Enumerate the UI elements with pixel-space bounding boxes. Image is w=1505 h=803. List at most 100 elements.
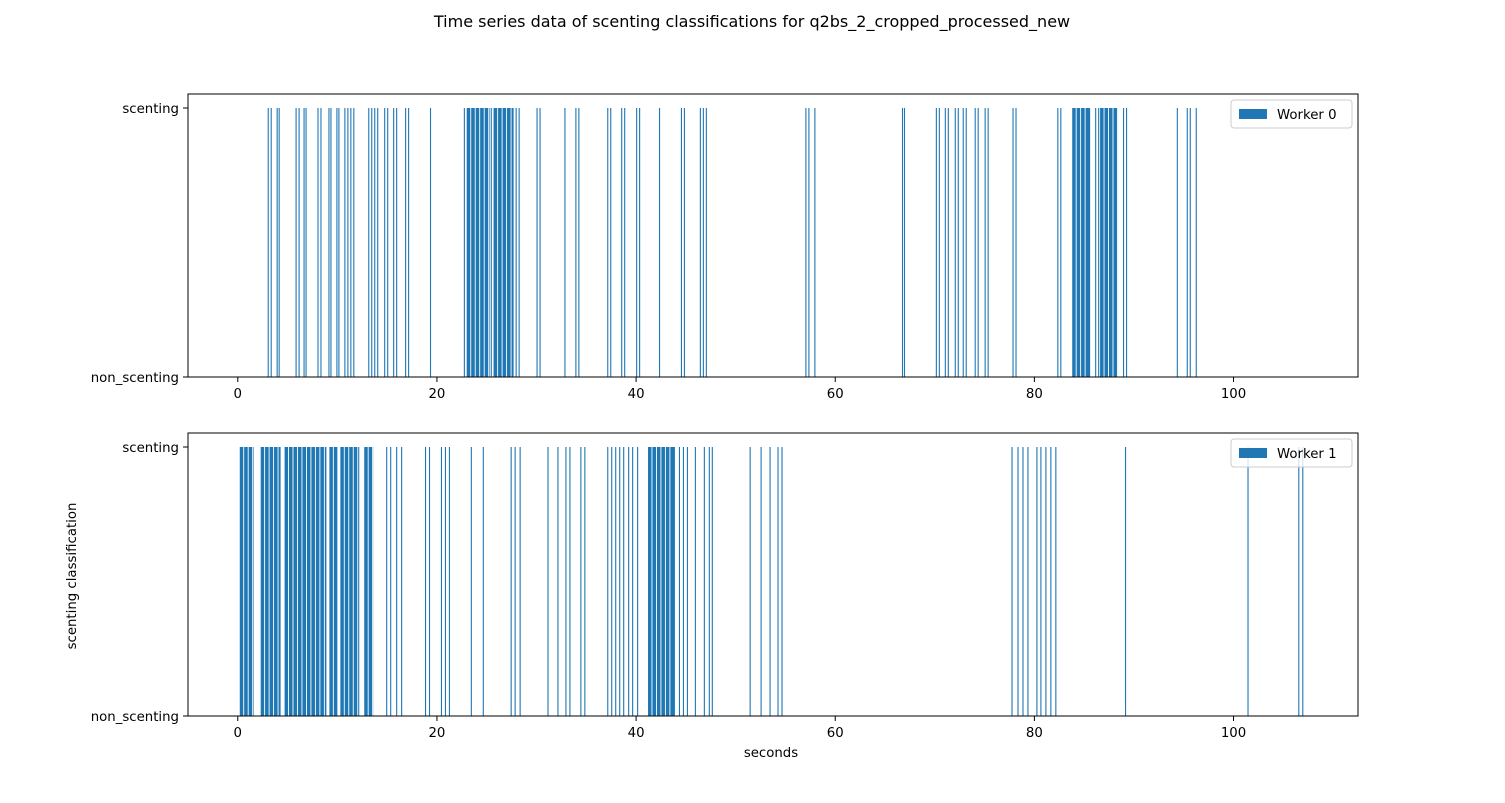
scenting-bar <box>1060 108 1062 377</box>
scenting-bar <box>539 108 541 377</box>
scenting-bar <box>814 108 816 377</box>
bar-gap <box>664 447 666 716</box>
scenting-bar-run <box>364 447 374 716</box>
y-tick-label: scenting <box>122 102 179 117</box>
scenting-bar <box>1017 447 1019 716</box>
scenting-bar <box>1027 447 1029 716</box>
x-tick-label: 20 <box>428 726 445 741</box>
scenting-bar <box>624 108 626 377</box>
scenting-bar <box>708 447 710 716</box>
scenting-bar <box>678 447 680 716</box>
scenting-bar <box>386 447 388 716</box>
x-tick-label: 60 <box>827 726 844 741</box>
scenting-bar <box>769 447 771 716</box>
scenting-bar <box>482 447 484 716</box>
scenting-bar <box>396 447 398 716</box>
legend-entry: Worker 0 <box>1277 108 1337 123</box>
scenting-bar <box>1186 108 1188 377</box>
bar-gap <box>343 447 345 716</box>
legend-box <box>1230 99 1353 129</box>
scenting-bar <box>984 108 986 377</box>
scenting-bar <box>699 108 701 377</box>
scenting-bar <box>658 108 661 377</box>
scenting-bar <box>901 108 904 377</box>
x-tick-label: 80 <box>1026 387 1043 402</box>
bar-gap <box>352 447 354 716</box>
figure-title: Time series data of scenting classificat… <box>433 12 1070 32</box>
scenting-bar <box>368 108 370 377</box>
scenting-bar <box>944 108 946 377</box>
scenting-bar <box>575 108 577 377</box>
x-tick-label: 80 <box>1026 726 1043 741</box>
bar-gap <box>1108 108 1109 377</box>
scenting-bar <box>305 108 307 377</box>
scenting-bar <box>935 108 937 377</box>
scenting-bar <box>777 447 779 716</box>
scenting-bar <box>405 108 407 377</box>
x-tick-label: 40 <box>628 726 645 741</box>
scenting-bar <box>267 108 269 377</box>
bar-gap <box>268 447 270 716</box>
legend-swatch <box>1239 448 1267 458</box>
bar-gap <box>301 447 303 716</box>
y-tick-label: non_scenting <box>91 371 179 386</box>
scenting-bar <box>1176 108 1178 377</box>
scenting-bar <box>536 108 538 377</box>
scenting-bar-run <box>340 447 360 716</box>
scenting-bar <box>957 108 959 377</box>
scenting-bar <box>295 108 297 377</box>
x-tick-label: 100 <box>1221 387 1246 402</box>
scenting-bar <box>680 108 682 377</box>
scenting-bar-run <box>648 447 675 716</box>
scenting-bar <box>440 447 443 716</box>
scenting-bar <box>276 108 278 377</box>
x-tick-label: 0 <box>234 726 242 741</box>
scenting-bar <box>390 447 392 716</box>
scenting-bar <box>330 108 332 377</box>
bar-gap <box>506 108 508 377</box>
scenting-bar <box>564 108 566 377</box>
scenting-bar <box>408 108 410 377</box>
y-axis-label: scenting classification <box>65 503 80 650</box>
bar-gap <box>474 108 476 377</box>
worker-1-legend: Worker 1 <box>1230 438 1353 468</box>
scenting-bar <box>557 447 559 716</box>
scenting-bar <box>396 108 398 377</box>
scenting-bar <box>424 447 427 716</box>
worker-1-panel: 0 20 40 60 80 100 non_scenting scenting Worker 1 <box>91 432 1359 741</box>
bar-gap <box>247 447 249 716</box>
scenting-bar <box>703 447 705 716</box>
scenting-bar <box>623 447 625 716</box>
scenting-bar-run <box>493 108 514 377</box>
scenting-bar <box>705 108 707 377</box>
scenting-bar <box>965 108 967 377</box>
scenting-bar <box>632 447 634 716</box>
scenting-bar <box>749 447 751 716</box>
scenting-bar <box>270 108 272 377</box>
scenting-bar <box>611 447 613 716</box>
bar-gap <box>323 447 325 716</box>
bar-gap <box>310 447 312 716</box>
scenting-bar <box>317 108 319 377</box>
legend-entry: Worker 1 <box>1277 447 1337 462</box>
bar-gap <box>483 108 485 377</box>
y-tick-label: scenting <box>122 441 179 456</box>
scenting-bar <box>947 108 949 377</box>
scenting-bar <box>1098 108 1100 377</box>
scenting-bar <box>903 108 906 377</box>
scenting-bar <box>1125 447 1127 716</box>
scenting-bar <box>1022 447 1024 716</box>
scenting-bar <box>808 108 810 377</box>
scenting-bar <box>1040 447 1042 716</box>
bar-gap <box>470 108 472 377</box>
scenting-bar <box>711 447 713 716</box>
bar-gap <box>252 447 254 716</box>
scenting-bar <box>977 108 979 377</box>
scenting-bar <box>1012 108 1014 377</box>
x-tick-label: 20 <box>428 387 445 402</box>
scenting-bar <box>547 447 549 716</box>
scenting-bar <box>1123 108 1125 377</box>
scenting-bar <box>954 108 956 377</box>
scenting-bar <box>320 108 322 377</box>
